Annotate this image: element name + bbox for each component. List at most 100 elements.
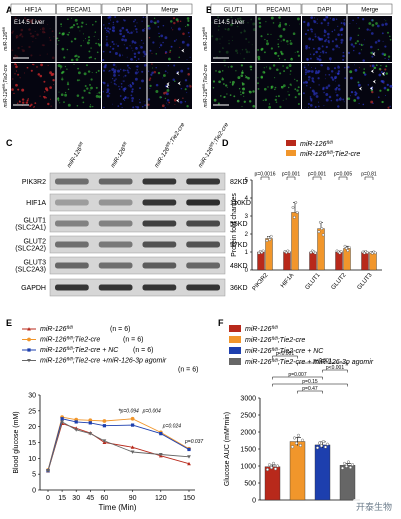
- micro-dot: [85, 23, 87, 26]
- micro-dot: [219, 38, 221, 40]
- data-point: [321, 233, 325, 237]
- micro-dot: [270, 47, 273, 50]
- bar-1: [289, 441, 306, 501]
- micro-dot: [118, 88, 121, 90]
- series-point-0: [130, 445, 135, 449]
- p-bracket: [286, 176, 296, 180]
- micro-dot: [133, 41, 137, 44]
- data-point: [268, 238, 272, 241]
- micro-dot: [46, 53, 48, 55]
- blot-band: [186, 262, 220, 269]
- micro-dot: [73, 63, 75, 65]
- micro-dot: [227, 23, 229, 25]
- panel-b-micrographs: GLUT1 PECAM1 DAPI Merge miR-126fl/fl E14.5 Li…: [202, 3, 393, 109]
- micro-dot: [81, 21, 84, 24]
- micro-dot: [243, 29, 245, 31]
- micro-dot: [386, 88, 390, 92]
- micro-dot: [132, 106, 135, 109]
- micro-dot: [303, 20, 306, 24]
- micro-dot: [13, 92, 15, 95]
- y-axis-label: Blood glucose (mM): [13, 411, 20, 473]
- micro-dot: [289, 42, 293, 45]
- micro-dot: [70, 58, 74, 62]
- micro-dot: [21, 49, 23, 51]
- micro-dot: [279, 72, 282, 75]
- micro-dot: [381, 80, 385, 84]
- micro-dot: [127, 31, 130, 34]
- blot-band: [142, 284, 177, 291]
- micro-dot: [153, 21, 155, 23]
- micro-dot: [211, 22, 213, 24]
- arrow-marker: [381, 71, 385, 76]
- y-tick-label: 20: [28, 424, 36, 431]
- micro-dot: [136, 22, 138, 24]
- micro-dot: [132, 50, 134, 52]
- micro-dot: [316, 22, 318, 24]
- micro-dot: [79, 30, 81, 32]
- micro-dot: [66, 33, 68, 35]
- micro-dot: [221, 77, 223, 79]
- micro-dot: [218, 50, 221, 53]
- micro-dot: [231, 80, 235, 84]
- micro-dot: [103, 106, 105, 109]
- micro-dot: [144, 53, 147, 56]
- micro-dot: [230, 16, 233, 19]
- legend-label-3: miR-126fl/fl;Tie2-cre +miR-126-3p agomir: [40, 356, 167, 365]
- micro-dot: [381, 32, 384, 35]
- micro-dot: [11, 31, 14, 34]
- data-point: [297, 433, 301, 437]
- bar-glut1-0: [309, 251, 317, 271]
- micro-dot: [139, 101, 141, 104]
- micro-dot: [282, 84, 286, 88]
- annotation-2: p=0.024: [162, 423, 181, 429]
- micro-dot: [123, 19, 126, 22]
- micro-dot: [297, 86, 300, 89]
- micro-dot: [354, 68, 358, 72]
- micro-dot: [228, 28, 230, 30]
- data-point: [341, 466, 345, 470]
- micro-dot: [263, 67, 265, 69]
- micro-dot: [314, 67, 317, 69]
- header-box-hif1a: [10, 3, 56, 15]
- micro-dot: [364, 73, 367, 76]
- micro-dot: [108, 92, 111, 95]
- micro-dot: [329, 60, 331, 62]
- micro-dot: [64, 93, 68, 97]
- micro-dot: [130, 47, 132, 49]
- micro-dot: [245, 50, 249, 54]
- data-point: [365, 251, 369, 254]
- micro-dot: [323, 34, 326, 37]
- micro-dot: [27, 98, 29, 100]
- micro-dot: [370, 89, 373, 92]
- blot-band: [142, 178, 177, 185]
- micro-dot: [303, 66, 306, 69]
- y-tick-label: 3: [245, 214, 249, 220]
- micro-dot: [257, 82, 259, 85]
- micro-dot: [366, 28, 369, 31]
- micro-dot: [149, 20, 153, 23]
- micro-dot: [312, 38, 314, 41]
- micro-dot: [367, 84, 370, 86]
- protein-label-glut1: GLUT1: [23, 218, 46, 225]
- micro-dot: [311, 89, 315, 93]
- micro-dot: [236, 17, 240, 21]
- micro-dot: [335, 80, 336, 82]
- micro-dot: [287, 43, 289, 45]
- micro-dot: [129, 84, 133, 88]
- micro-dot: [162, 24, 165, 27]
- micro-dot: [243, 57, 246, 60]
- micro-dot: [289, 40, 292, 42]
- micro-dot: [219, 43, 221, 44]
- annotation-3: p=0.037: [184, 439, 203, 445]
- y-tick-label: 15: [28, 440, 36, 447]
- micro-dot: [106, 94, 110, 98]
- micro-dot: [362, 103, 365, 106]
- micro-dot: [117, 105, 120, 107]
- micro-dot: [188, 35, 190, 38]
- blot-band: [55, 199, 89, 206]
- micro-dot: [333, 67, 337, 70]
- micro-dot: [318, 55, 321, 58]
- micro-dot: [134, 19, 137, 21]
- micro-dot: [237, 76, 241, 80]
- micro-dot: [349, 70, 353, 74]
